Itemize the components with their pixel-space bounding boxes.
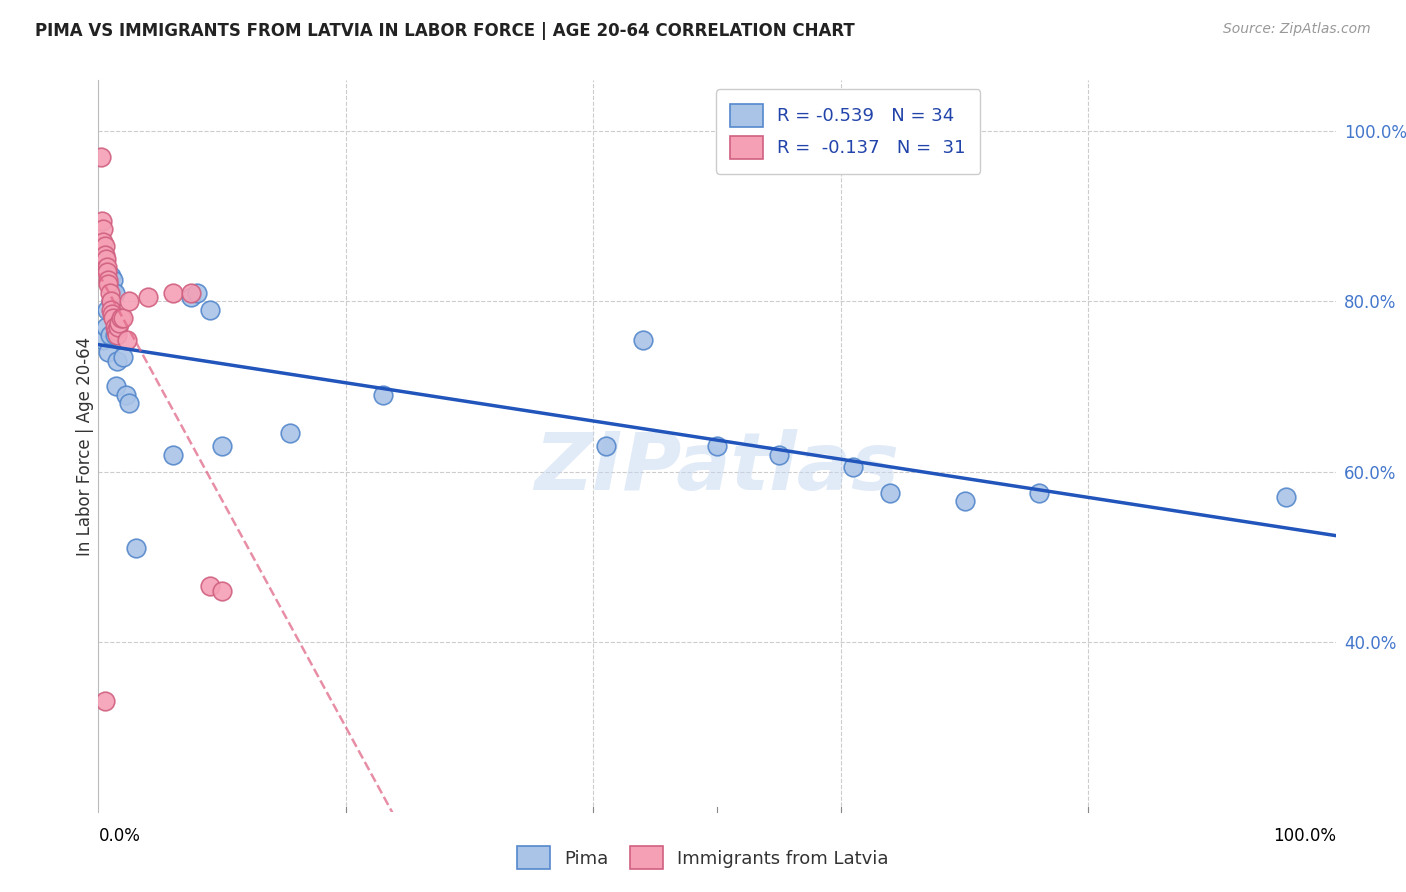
Point xyxy=(631,333,654,347)
Legend: R = -0.539   N = 34, R =  -0.137   N =  31: R = -0.539 N = 34, R = -0.137 N = 31 xyxy=(716,89,980,174)
Point xyxy=(136,290,159,304)
Point xyxy=(103,320,125,334)
Point xyxy=(97,277,120,292)
Point xyxy=(98,328,121,343)
Point xyxy=(842,460,865,475)
Point xyxy=(124,541,146,555)
Point xyxy=(108,316,131,330)
Point xyxy=(112,311,135,326)
Point xyxy=(94,252,117,266)
Point xyxy=(105,328,128,343)
Legend: Pima, Immigrants from Latvia: Pima, Immigrants from Latvia xyxy=(509,838,897,879)
Point xyxy=(103,328,125,343)
Point xyxy=(768,448,790,462)
Point xyxy=(104,324,127,338)
Point xyxy=(104,379,127,393)
Point xyxy=(103,311,125,326)
Point xyxy=(97,273,120,287)
Point xyxy=(118,294,141,309)
Text: PIMA VS IMMIGRANTS FROM LATVIA IN LABOR FORCE | AGE 20-64 CORRELATION CHART: PIMA VS IMMIGRANTS FROM LATVIA IN LABOR … xyxy=(35,22,855,40)
Point xyxy=(162,448,184,462)
Point xyxy=(101,307,124,321)
Point xyxy=(96,265,118,279)
Point xyxy=(162,285,184,300)
Point xyxy=(115,333,138,347)
Point xyxy=(879,485,901,500)
Point xyxy=(198,579,221,593)
Point xyxy=(94,320,117,334)
Point xyxy=(198,302,221,317)
Point xyxy=(90,150,112,164)
Point xyxy=(110,311,132,326)
Point xyxy=(93,222,115,236)
Point xyxy=(180,285,202,300)
Point xyxy=(97,345,120,359)
Point xyxy=(100,268,122,283)
Point xyxy=(93,235,115,249)
Point xyxy=(180,290,202,304)
Point xyxy=(93,694,115,708)
Point xyxy=(706,439,728,453)
Point xyxy=(100,302,122,317)
Point xyxy=(953,494,976,508)
Point xyxy=(112,350,135,364)
Point xyxy=(96,302,118,317)
Point xyxy=(101,282,124,296)
Point xyxy=(93,333,115,347)
Point xyxy=(1275,490,1298,504)
Point xyxy=(100,294,122,309)
Point xyxy=(278,426,301,441)
Point xyxy=(107,320,129,334)
Text: 100.0%: 100.0% xyxy=(1272,827,1336,845)
Point xyxy=(114,388,136,402)
Point xyxy=(103,273,125,287)
Point xyxy=(93,247,115,261)
Point xyxy=(93,239,115,253)
Point xyxy=(186,285,208,300)
Point xyxy=(100,294,122,309)
Point xyxy=(96,260,118,275)
Point xyxy=(91,213,114,227)
Point xyxy=(103,285,125,300)
Point xyxy=(211,439,233,453)
Text: Source: ZipAtlas.com: Source: ZipAtlas.com xyxy=(1223,22,1371,37)
Point xyxy=(98,285,121,300)
Point xyxy=(118,396,141,410)
Point xyxy=(211,583,233,598)
Text: ZIPatlas: ZIPatlas xyxy=(534,429,900,507)
Y-axis label: In Labor Force | Age 20-64: In Labor Force | Age 20-64 xyxy=(76,336,94,556)
Point xyxy=(595,439,617,453)
Point xyxy=(108,316,131,330)
Point xyxy=(371,388,394,402)
Point xyxy=(105,354,128,368)
Point xyxy=(1028,485,1050,500)
Text: 0.0%: 0.0% xyxy=(98,827,141,845)
